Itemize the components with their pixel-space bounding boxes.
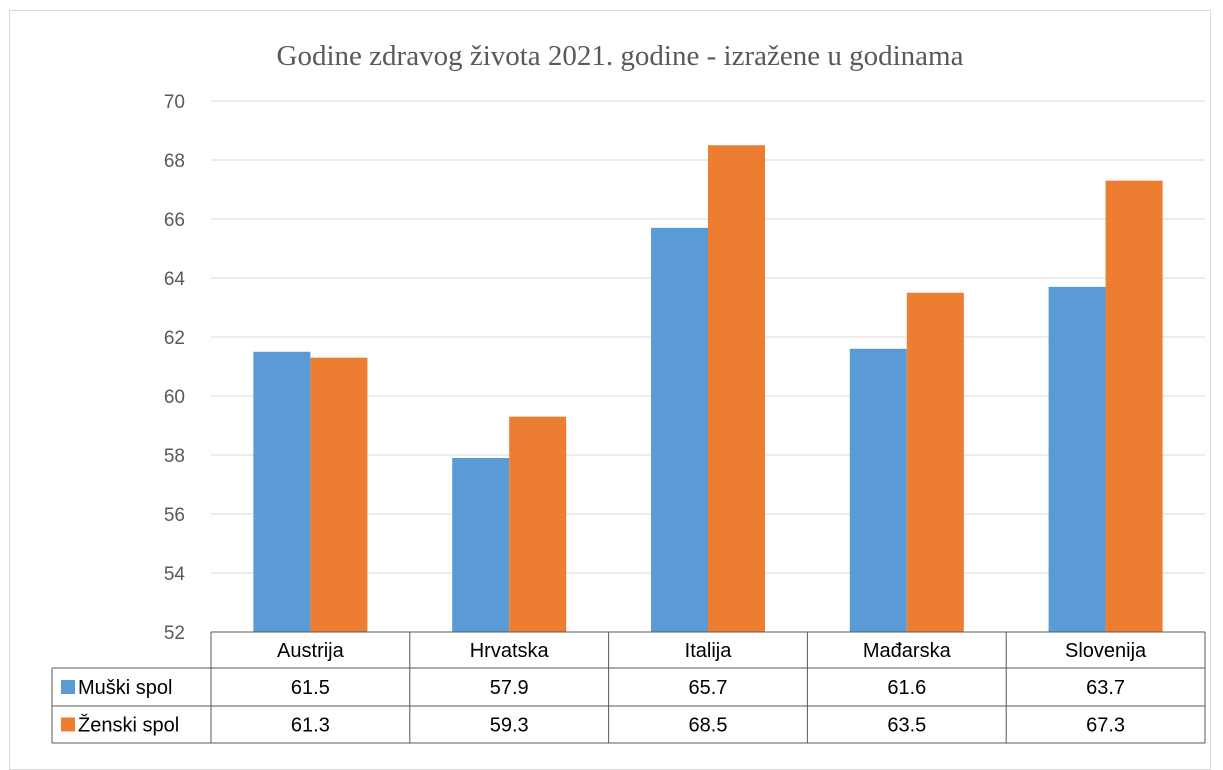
y-tick-label: 54 xyxy=(164,564,186,585)
table-value: 63.7 xyxy=(1086,677,1125,699)
y-tick-label: 58 xyxy=(164,446,185,467)
y-tick-label: 70 xyxy=(164,92,185,113)
category-label: Mađarska xyxy=(863,640,952,662)
y-tick-label: 66 xyxy=(164,210,185,231)
table-value: 63.5 xyxy=(887,715,926,737)
legend-swatch xyxy=(61,717,75,732)
bar-zenski-1 xyxy=(509,416,567,632)
bar-muski-4 xyxy=(1048,286,1106,632)
y-tick-label: 64 xyxy=(164,269,186,290)
table-value: 67.3 xyxy=(1086,715,1125,737)
y-tick-label: 52 xyxy=(164,623,185,644)
table-value: 59.3 xyxy=(490,715,529,737)
bar-zenski-3 xyxy=(906,292,964,632)
table-value: 61.6 xyxy=(887,677,926,699)
y-tick-label: 68 xyxy=(164,151,185,172)
legend-label: Ženski spol xyxy=(78,714,179,737)
chart-frame xyxy=(9,10,1211,770)
category-label: Slovenija xyxy=(1065,640,1147,662)
table-value: 65.7 xyxy=(689,677,728,699)
data-table: Austrija Hrvatska Italija Mađarska Slovenija… xyxy=(51,631,1206,744)
category-label: Austrija xyxy=(277,640,345,662)
bar-zenski-0 xyxy=(310,357,368,632)
table-value: 68.5 xyxy=(689,715,728,737)
table-value: 61.5 xyxy=(291,677,330,699)
bar-muski-1 xyxy=(452,457,510,632)
table-value: 61.3 xyxy=(291,715,330,737)
y-tick-label: 60 xyxy=(164,387,185,408)
y-axis-ticks: 70 68 66 64 62 60 58 56 54 52 xyxy=(164,92,186,644)
bar-muski-3 xyxy=(849,348,907,632)
chart-title: Godine zdravog života 2021. godine - izr… xyxy=(277,40,964,72)
category-label: Hrvatska xyxy=(470,640,550,662)
bar-zenski-4 xyxy=(1105,180,1163,632)
category-label: Italija xyxy=(685,640,733,662)
bar-muski-2 xyxy=(651,227,708,632)
bar-muski-0 xyxy=(253,351,311,632)
bar-zenski-2 xyxy=(708,145,765,632)
table-value: 57.9 xyxy=(490,677,529,699)
legend-swatch xyxy=(61,680,75,694)
y-tick-label: 56 xyxy=(164,505,185,526)
y-tick-label: 62 xyxy=(164,328,185,349)
bars xyxy=(253,145,1163,632)
legend-label: Muški spol xyxy=(78,677,172,699)
